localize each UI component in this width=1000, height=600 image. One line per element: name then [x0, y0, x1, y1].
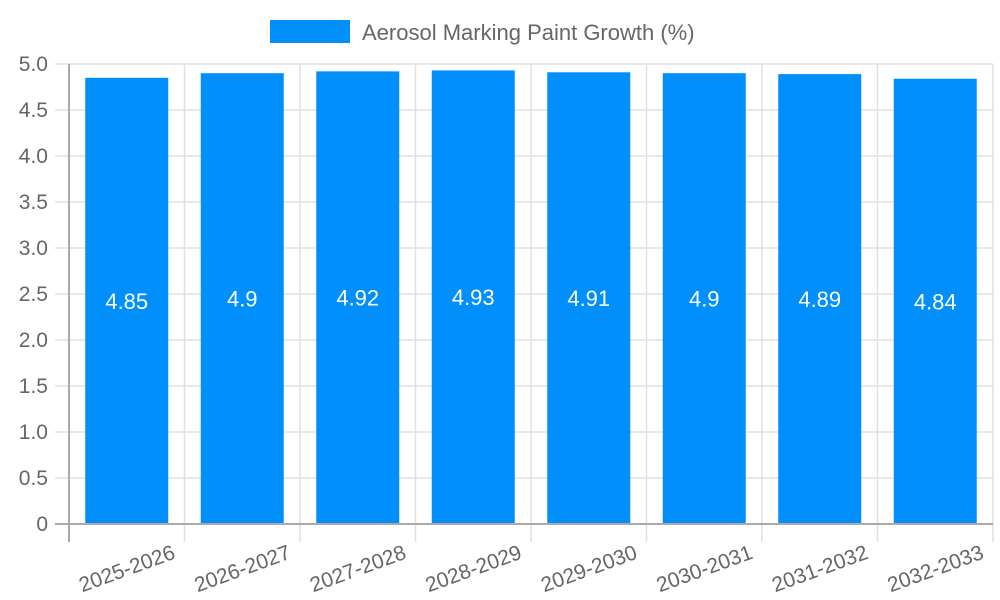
- y-tick-label: 0: [36, 513, 48, 536]
- y-tick-label: 1.0: [19, 421, 48, 444]
- y-tick-label: 3.0: [19, 237, 48, 260]
- bar-value-label: 4.84: [914, 289, 957, 314]
- y-tick-label: 2.0: [19, 329, 48, 352]
- bar[interactable]: [778, 74, 862, 525]
- bar-value-label: 4.9: [227, 287, 258, 312]
- x-tick-label: 2030-2031: [653, 541, 755, 597]
- bar-value-label: 4.93: [452, 285, 495, 310]
- legend-label: Aerosol Marking Paint Growth (%): [362, 20, 695, 45]
- y-tick-label: 0.5: [19, 467, 48, 490]
- bar[interactable]: [547, 72, 631, 524]
- bar-value-label: 4.91: [567, 286, 610, 311]
- bar[interactable]: [662, 73, 746, 524]
- legend[interactable]: Aerosol Marking Paint Growth (%): [270, 20, 695, 45]
- bar[interactable]: [200, 73, 284, 524]
- legend-swatch: [270, 20, 350, 43]
- x-tick-label: 2025-2026: [76, 541, 178, 597]
- x-tick-label: 2029-2030: [538, 541, 640, 597]
- y-tick-label: 3.5: [19, 191, 48, 214]
- y-tick-label: 4.5: [19, 99, 48, 122]
- x-tick-label: 2026-2027: [191, 541, 293, 597]
- x-tick-label: 2028-2029: [422, 541, 524, 597]
- x-tick-label: 2032-2033: [884, 541, 986, 597]
- bar[interactable]: [316, 71, 400, 525]
- bar[interactable]: [893, 78, 977, 524]
- y-tick-label: 5.0: [19, 53, 48, 76]
- y-tick-label: 2.5: [19, 283, 48, 306]
- x-tick-label: 2027-2028: [307, 541, 409, 597]
- bar[interactable]: [85, 77, 169, 525]
- bar-value-label: 4.92: [336, 286, 379, 311]
- bar-value-label: 4.89: [798, 287, 841, 312]
- y-axis: 0 0.5 1.0 1.5 2.0 2.5 3.0 3.5 4.0 4.5 5.0: [19, 53, 48, 536]
- bar-value-label: 4.85: [105, 289, 148, 314]
- bar-value-label: 4.9: [689, 287, 720, 312]
- bar[interactable]: [431, 70, 515, 524]
- x-tick-label: 2031-2032: [769, 541, 871, 597]
- y-tick-label: 4.0: [19, 145, 48, 168]
- bars: 4.85 4.9 4.92 4.93 4.91 4.9 4.89 4.84: [85, 70, 977, 525]
- y-tick-label: 1.5: [19, 375, 48, 398]
